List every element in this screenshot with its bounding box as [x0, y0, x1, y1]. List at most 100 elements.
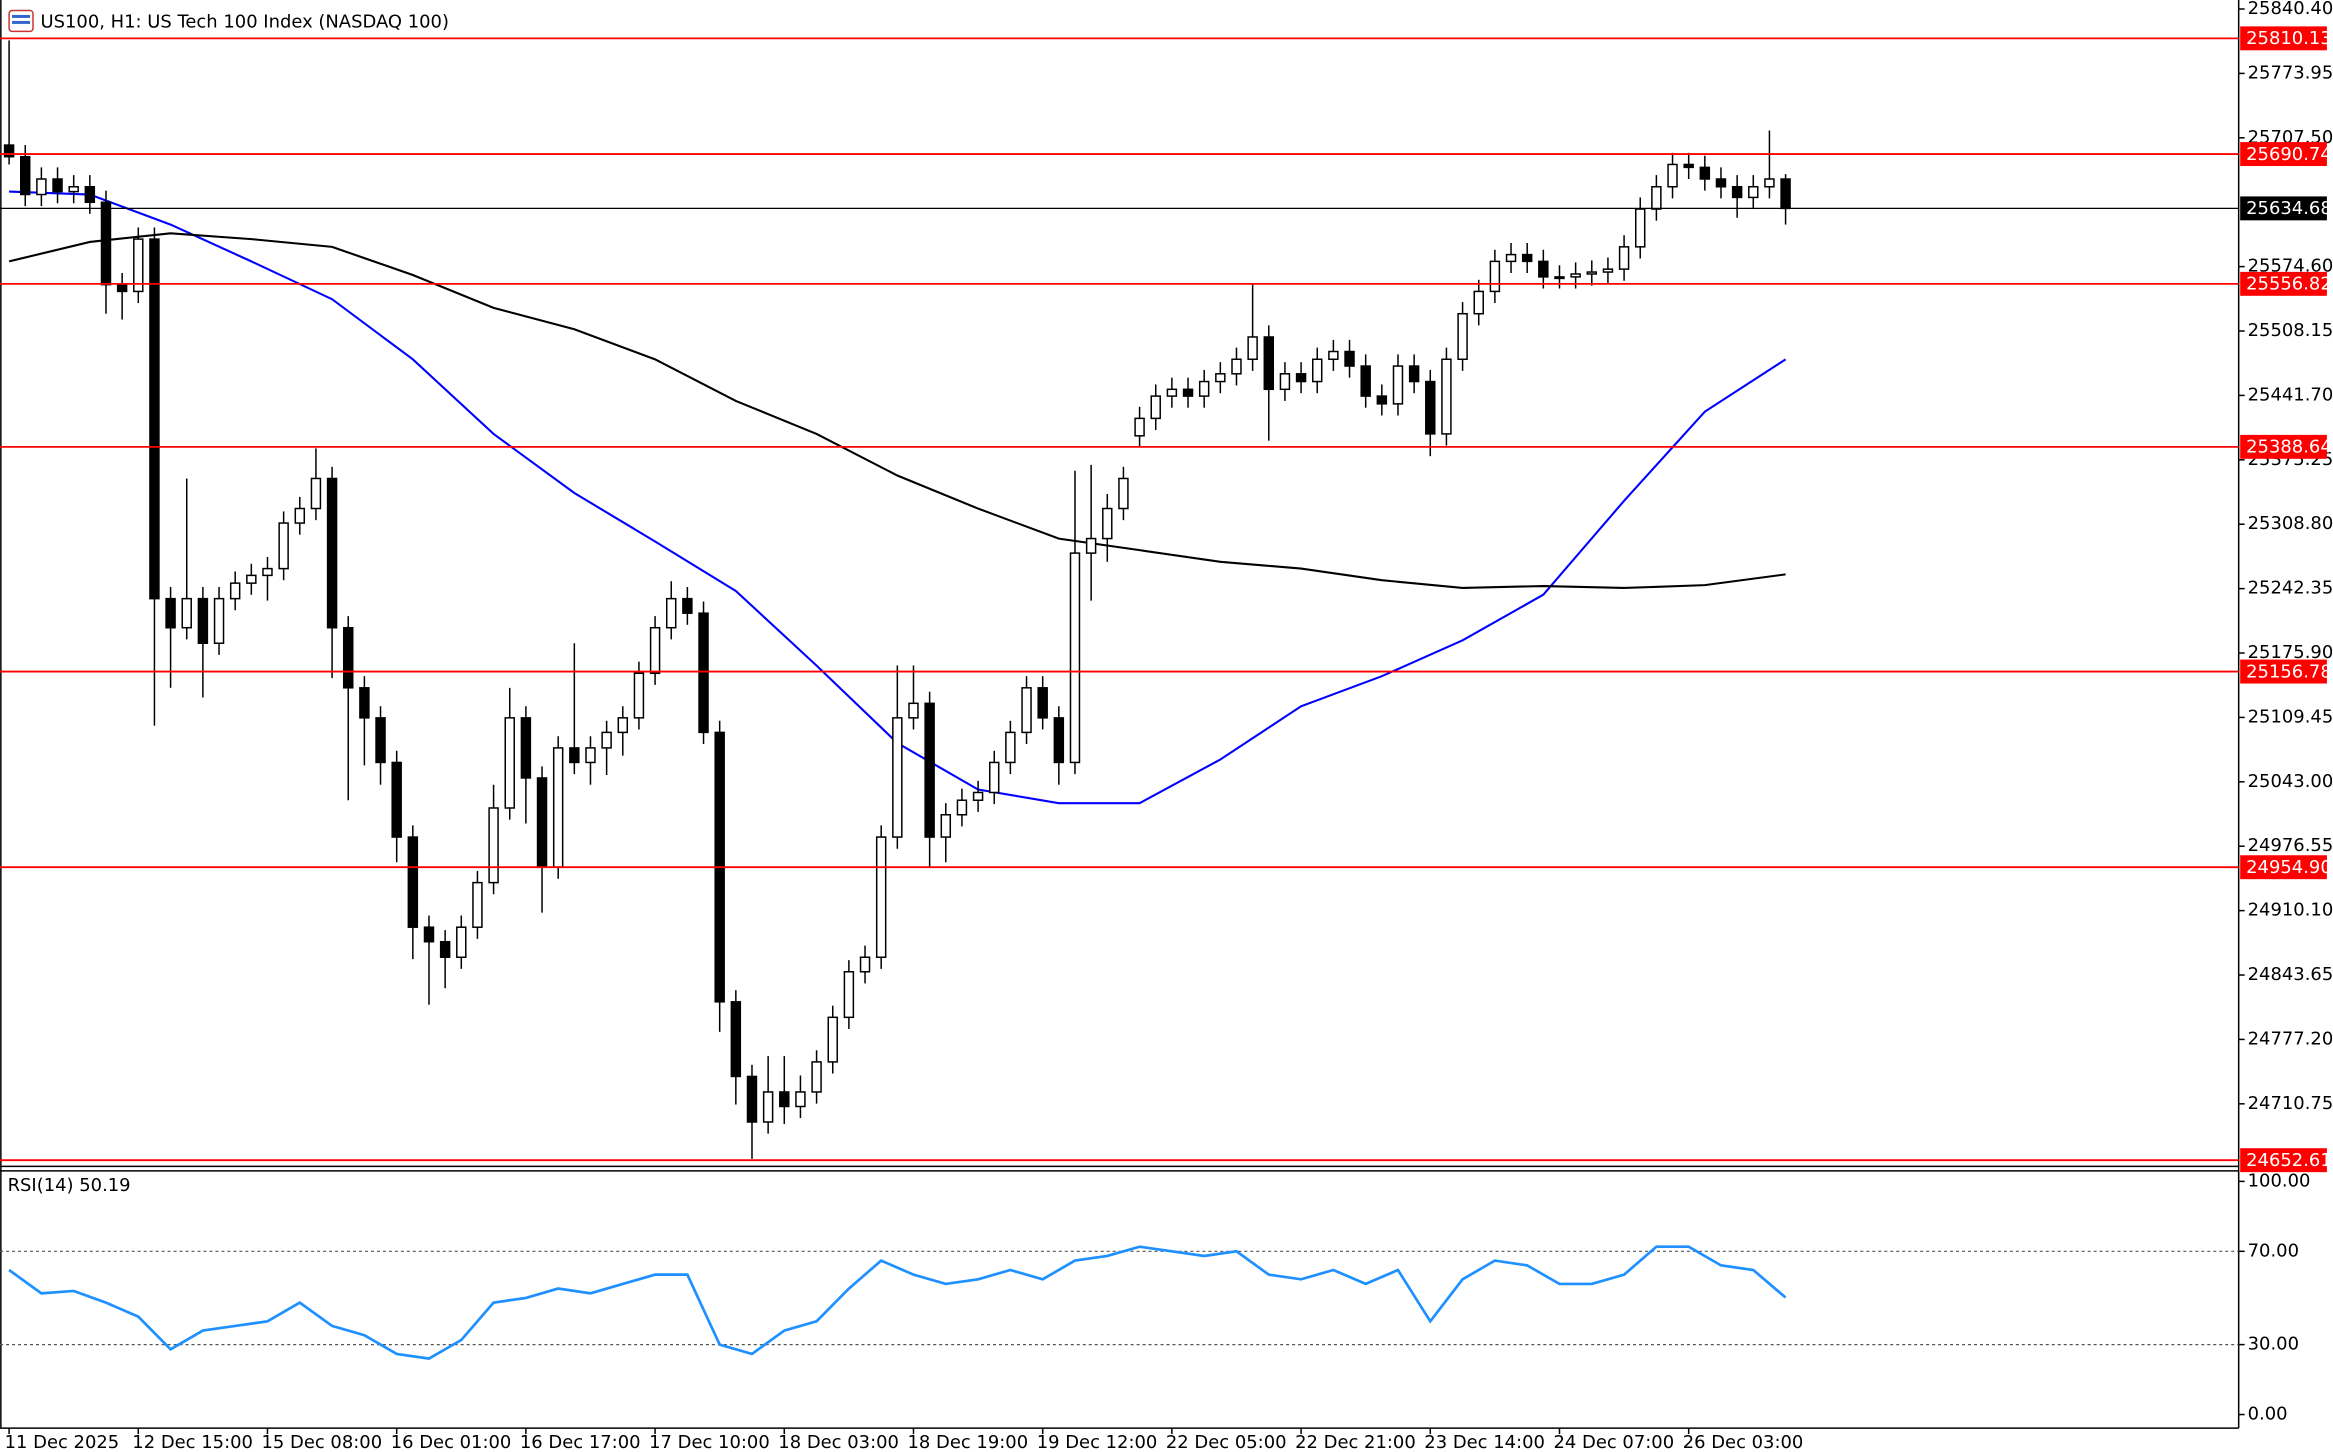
candle-body — [181, 597, 192, 629]
candle-body — [1521, 253, 1533, 263]
candle-body — [1699, 166, 1711, 180]
candle-body — [746, 1075, 758, 1123]
candle-body — [1134, 417, 1145, 437]
candle-body — [1602, 268, 1614, 273]
candle-body — [569, 747, 580, 764]
candle-body — [940, 814, 952, 838]
candle-body — [892, 717, 903, 838]
current-price-box — [2240, 196, 2327, 221]
candle-body — [649, 626, 661, 675]
candle-body — [407, 836, 419, 928]
candle-body — [1457, 312, 1468, 361]
candle-body — [1166, 388, 1178, 397]
candle-body — [843, 971, 855, 1019]
level-label: 24652.61 — [2246, 1150, 2332, 1171]
candle-body — [1328, 350, 1339, 361]
candle-body — [585, 747, 596, 764]
level-label: 24954.90 — [2246, 857, 2332, 878]
candle-body — [633, 672, 645, 719]
candle-body — [859, 956, 871, 973]
candle-body — [827, 1016, 838, 1063]
x-tick-label: 22 Dec 05:00 — [1166, 1432, 1287, 1452]
x-tick-label: 18 Dec 19:00 — [908, 1432, 1029, 1452]
candle-body — [100, 201, 112, 286]
candle-body — [1215, 373, 1226, 383]
candle-body — [779, 1091, 790, 1108]
candle-body — [262, 567, 273, 577]
candle-body — [1102, 507, 1113, 540]
candle-body — [1005, 731, 1016, 764]
candle-body — [908, 702, 919, 719]
candle-body — [601, 731, 612, 749]
level-label-box — [2240, 1148, 2327, 1173]
y-tick-label: 25242.35 — [2248, 578, 2333, 599]
moving-average — [8, 232, 1786, 590]
x-tick-label: 17 Dec 10:00 — [649, 1432, 770, 1452]
candle-body — [423, 926, 435, 943]
candle-body — [762, 1091, 774, 1123]
y-tick-label: 25175.90 — [2248, 642, 2333, 663]
level-label-box — [2240, 271, 2327, 296]
level-label-box — [2240, 434, 2327, 459]
rsi-line — [8, 1245, 1787, 1360]
current-price-label: 25634.68 — [2246, 198, 2332, 219]
symbol-icon — [8, 9, 34, 33]
y-tick-label: 24910.10 — [2248, 900, 2333, 921]
candle-body — [246, 574, 257, 584]
x-tick-label: 16 Dec 01:00 — [391, 1432, 512, 1452]
candle-body — [472, 881, 483, 928]
y-tick-label: 24976.55 — [2248, 835, 2333, 856]
candle-body — [343, 626, 354, 689]
candle-body — [698, 612, 709, 734]
rsi-tick-label: 0.00 — [2248, 1404, 2288, 1425]
candle-body — [1634, 208, 1646, 248]
candle-body — [294, 507, 306, 524]
level-label: 25156.78 — [2246, 661, 2332, 682]
level-label: 25810.13 — [2246, 28, 2332, 49]
candle-body — [1441, 358, 1452, 435]
candle-body — [1667, 163, 1678, 188]
candle-body — [536, 777, 548, 868]
candle-body — [1731, 186, 1743, 199]
candle-body — [52, 178, 63, 193]
candle-body — [552, 747, 564, 868]
level-label-box — [2240, 855, 2327, 880]
candle-body — [504, 717, 515, 809]
candle-body — [1748, 186, 1759, 199]
candle-body — [1764, 178, 1775, 188]
candle-body — [956, 799, 968, 816]
candle-body — [1085, 537, 1097, 554]
candle-body — [375, 717, 386, 764]
y-tick-label: 25043.00 — [2248, 771, 2333, 792]
y-tick-label: 24777.20 — [2248, 1028, 2333, 1049]
candle-body — [924, 702, 935, 838]
candle-body — [359, 687, 370, 719]
candle-body — [488, 807, 499, 884]
y-tick-label: 24710.75 — [2248, 1093, 2333, 1114]
candle-body — [1683, 163, 1694, 169]
candle-body — [1021, 687, 1032, 734]
candle-body — [1489, 260, 1501, 293]
candle-body — [213, 597, 225, 644]
level-label: 25388.64 — [2246, 437, 2332, 458]
candle-body — [391, 761, 402, 838]
candle-body — [149, 238, 160, 600]
y-tick-label: 25840.40 — [2248, 0, 2333, 19]
candle-body — [795, 1091, 806, 1108]
candle-body — [1118, 477, 1129, 510]
candle-body — [1263, 336, 1275, 391]
x-tick-label: 24 Dec 07:00 — [1554, 1432, 1675, 1452]
level-label: 25690.74 — [2246, 144, 2332, 165]
x-tick-label: 19 Dec 12:00 — [1037, 1432, 1158, 1452]
candle-body — [1473, 290, 1484, 315]
candle-body — [875, 836, 887, 958]
level-label-box — [2240, 26, 2327, 51]
candle-body — [1570, 273, 1581, 278]
candle-body — [520, 717, 532, 779]
candle-body — [1231, 358, 1242, 375]
y-tick-label: 25441.70 — [2248, 384, 2333, 405]
candle-body — [1279, 373, 1291, 391]
candle-body — [682, 597, 693, 614]
